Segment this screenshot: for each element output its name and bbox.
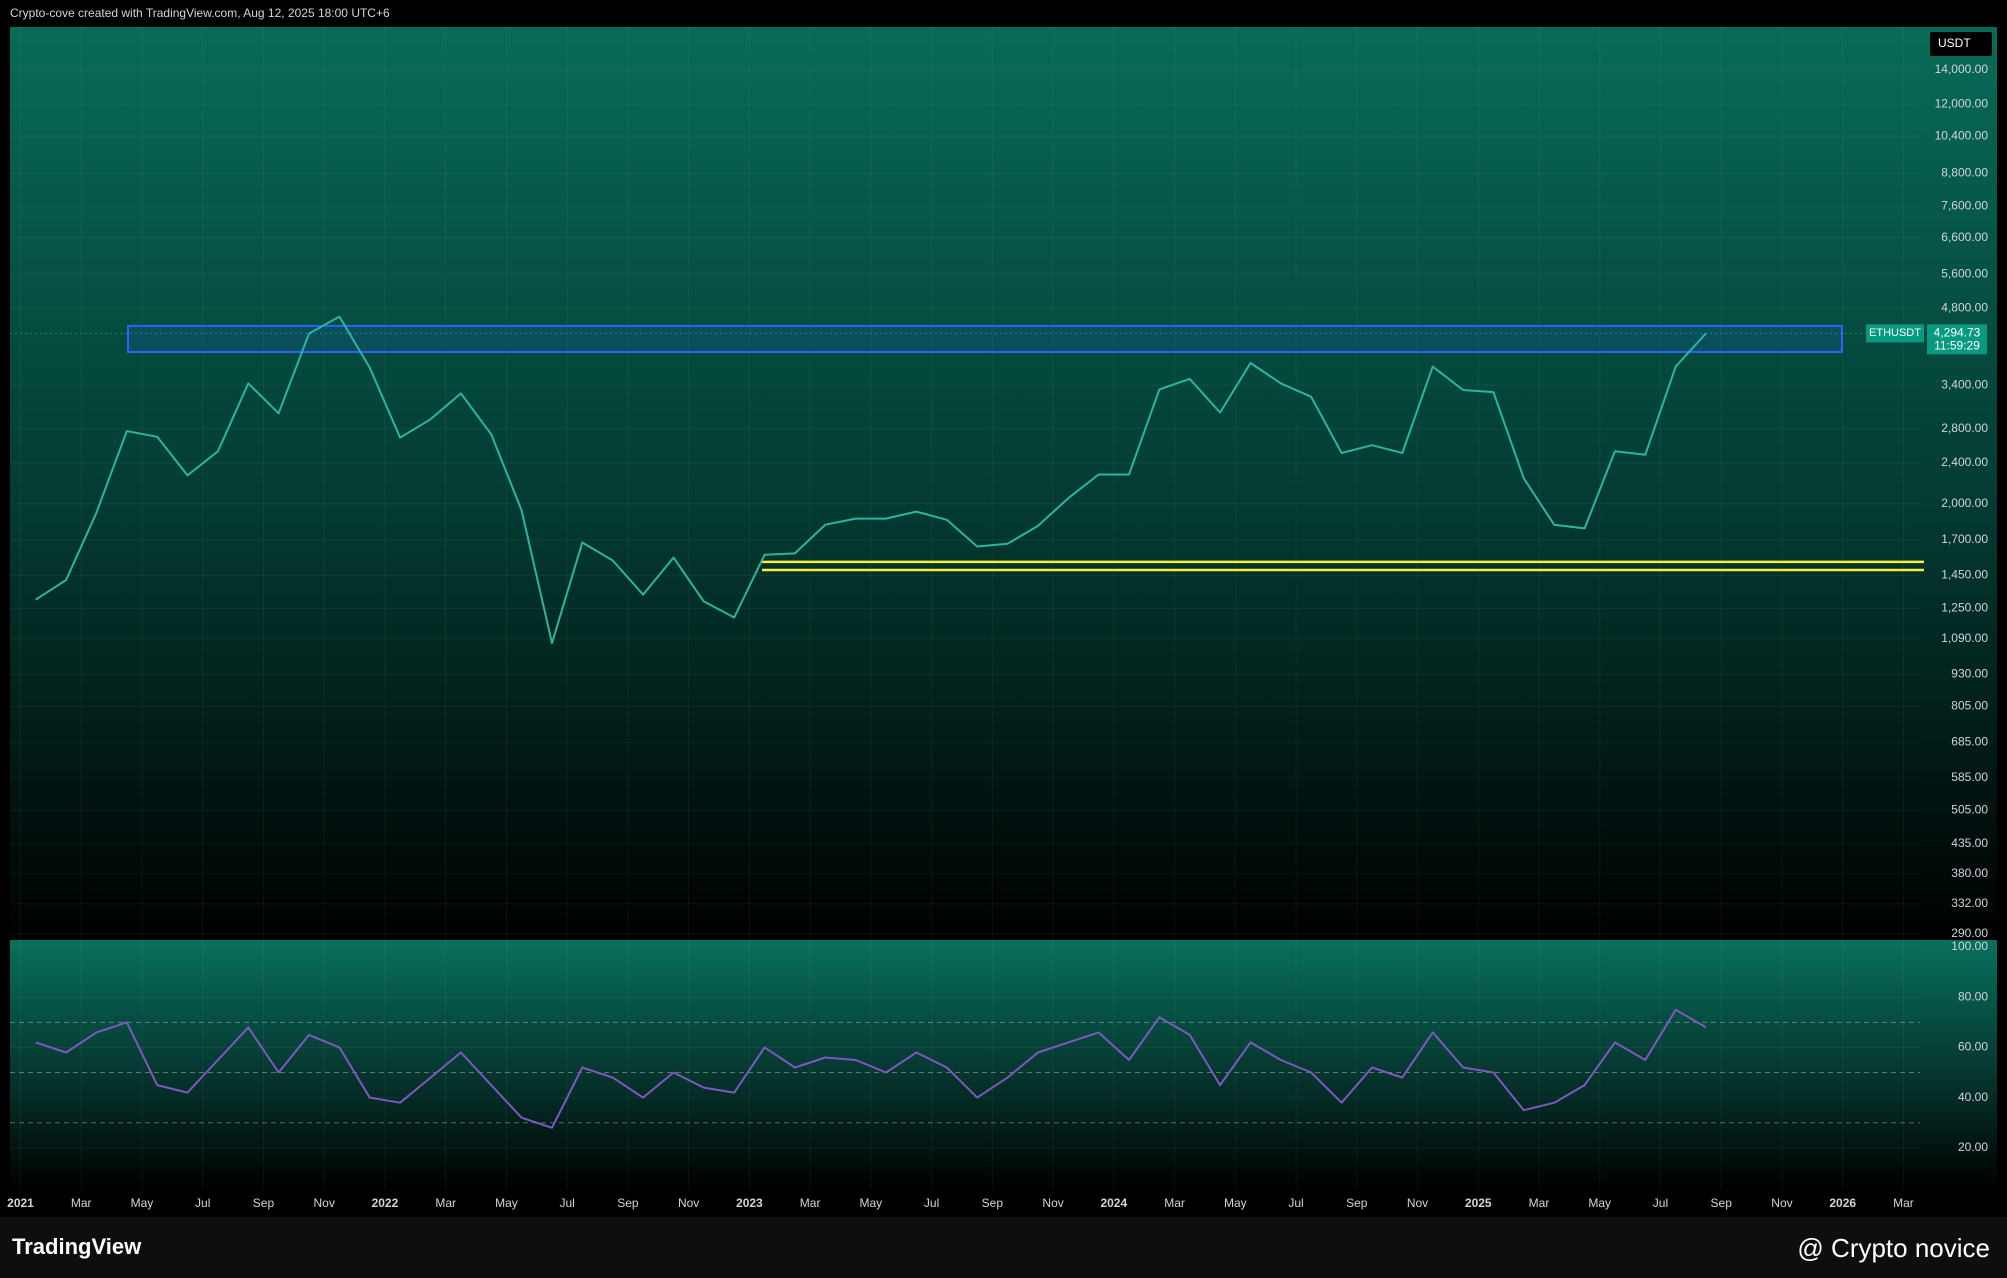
chart-layer: 2021 Mar May Jul Sep Nov 2022 Mar May Jul Sep Nov 20… xyxy=(7,27,1988,1210)
countdown: 11:59:29 xyxy=(1934,339,1980,353)
currency: USDT xyxy=(1938,36,1971,50)
x-tick-label: May xyxy=(131,1196,154,1210)
x-tick-label: Jul xyxy=(1288,1196,1303,1210)
brand: TradingView xyxy=(12,1234,142,1259)
y-tick-label: 7,600.00 xyxy=(1941,198,1988,212)
y-tick-label: 3,400.00 xyxy=(1941,378,1988,392)
x-tick-label: May xyxy=(860,1196,883,1210)
x-tick-label: May xyxy=(1224,1196,1247,1210)
y-tick-label: 80.00 xyxy=(1958,989,1988,1003)
resistance-zone xyxy=(127,324,1843,353)
y-tick-label: 2,000.00 xyxy=(1941,496,1988,510)
y-tick-label: 10,400.00 xyxy=(1935,128,1989,142)
y-tick-label: 12,000.00 xyxy=(1935,97,1989,111)
x-tick-label: Sep xyxy=(982,1196,1004,1210)
y-tick-label: 4,800.00 xyxy=(1941,301,1988,315)
price-line xyxy=(35,315,1707,645)
symbol-tag xyxy=(1866,324,1924,343)
y-tick-label: 100.00 xyxy=(1951,939,1988,953)
y-tick-label: 1,090.00 xyxy=(1941,631,1988,645)
y-tick-label: 20.00 xyxy=(1958,1140,1988,1154)
y-tick-label: 14,000.00 xyxy=(1935,62,1989,76)
y-tick-label: 930.00 xyxy=(1951,666,1988,680)
x-tick-label: Mar xyxy=(435,1196,456,1210)
x-tick-label: Sep xyxy=(1346,1196,1368,1210)
x-tick-label: 2023 xyxy=(736,1196,763,1210)
x-tick-label: Sep xyxy=(1711,1196,1733,1210)
y-tick-label: 2,400.00 xyxy=(1941,455,1988,469)
y-tick-label: 290.00 xyxy=(1951,926,1988,940)
x-tick-label: Nov xyxy=(1771,1196,1792,1210)
x-tick-label: Mar xyxy=(1893,1196,1914,1210)
x-tick-label: Nov xyxy=(1042,1196,1063,1210)
rsi-pane xyxy=(10,940,1997,1190)
y-tick-label: 2,800.00 xyxy=(1941,421,1988,435)
y-tick-label: 1,450.00 xyxy=(1941,567,1988,581)
x-tick-label: Sep xyxy=(617,1196,639,1210)
y-tick-label: 40.00 xyxy=(1958,1090,1988,1104)
x-tick-label: Sep xyxy=(253,1196,275,1210)
y-tick-label: 5,600.00 xyxy=(1941,266,1988,280)
price-tag-text: 4,294.73 xyxy=(1934,326,1981,340)
symbol-tag-text: ETHUSDT xyxy=(1869,327,1921,339)
x-tick-label: Mar xyxy=(71,1196,92,1210)
y-tick-label: 435.00 xyxy=(1951,836,1988,850)
y-tick-label: 8,800.00 xyxy=(1941,166,1988,180)
x-tick-label: Jul xyxy=(195,1196,210,1210)
x-tick-label: 2024 xyxy=(1100,1196,1127,1210)
y-tick-label: 505.00 xyxy=(1951,803,1988,817)
x-tick-label: 2026 xyxy=(1829,1196,1856,1210)
y-tick-label: 60.00 xyxy=(1958,1040,1988,1054)
y-tick-label: 6,600.00 xyxy=(1941,230,1988,244)
y-tick-label: 585.00 xyxy=(1951,770,1988,784)
x-tick-label: May xyxy=(1588,1196,1611,1210)
currency-box xyxy=(1930,32,1992,56)
x-tick-label: 2021 xyxy=(7,1196,34,1210)
author: @ Crypto novice xyxy=(1797,1233,1990,1263)
x-tick-label: 2025 xyxy=(1465,1196,1492,1210)
y-tick-label: 685.00 xyxy=(1951,735,1988,749)
y-tick-label: 1,250.00 xyxy=(1941,601,1988,615)
footer-bar xyxy=(0,1217,2007,1278)
x-tick-label: 2022 xyxy=(372,1196,399,1210)
y-tick-label: 332.00 xyxy=(1951,896,1988,910)
x-tick-label: Nov xyxy=(678,1196,699,1210)
y-tick-label: 805.00 xyxy=(1951,699,1988,713)
x-tick-label: May xyxy=(495,1196,518,1210)
x-tick-label: Nov xyxy=(1407,1196,1428,1210)
price-pane xyxy=(10,27,1997,940)
y-tick-label: 380.00 xyxy=(1951,866,1988,880)
x-tick-label: Mar xyxy=(1164,1196,1185,1210)
header-text: Crypto-cove created with TradingView.com… xyxy=(10,6,390,20)
y-tick-label: 1,700.00 xyxy=(1941,532,1988,546)
x-tick-label: Mar xyxy=(800,1196,821,1210)
x-tick-label: Jul xyxy=(1653,1196,1668,1210)
x-tick-label: Mar xyxy=(1529,1196,1550,1210)
price-tag xyxy=(1927,324,1987,355)
x-tick-label: Jul xyxy=(559,1196,574,1210)
rsi-line xyxy=(35,1008,1707,1129)
x-tick-label: Jul xyxy=(924,1196,939,1210)
x-tick-label: Nov xyxy=(314,1196,335,1210)
